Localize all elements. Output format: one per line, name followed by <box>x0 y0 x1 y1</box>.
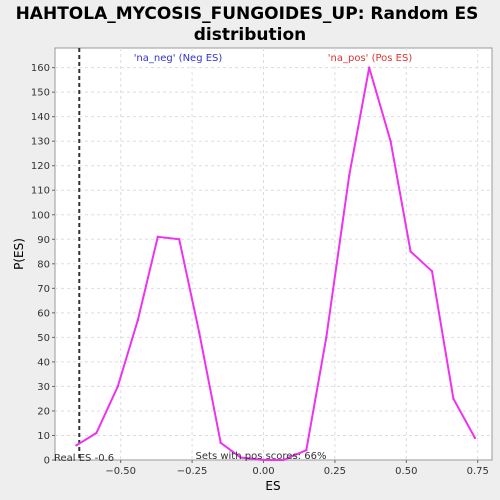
data-point <box>409 250 412 253</box>
data-point <box>116 385 120 388</box>
x-tick-label: 0.75 <box>467 466 489 477</box>
data-point <box>473 436 477 440</box>
y-tick-label: 160 <box>31 63 50 74</box>
real-es-label: Real ES -0.6 <box>54 453 114 464</box>
data-point <box>198 331 201 334</box>
x-axis: −0.50 −0.25 0.00 0.25 0.50 0.75 <box>105 460 489 477</box>
y-tick-label: 110 <box>31 186 50 197</box>
y-tick-label: 140 <box>31 112 50 123</box>
y-axis: 0 10 20 30 40 50 60 70 80 90 100 110 120 130 140 150 160 <box>31 63 55 467</box>
y-tick-label: 100 <box>31 210 50 221</box>
y-tick-label: 50 <box>37 333 50 344</box>
grid-lines <box>55 48 492 460</box>
data-point <box>178 238 181 241</box>
y-tick-label: 150 <box>31 88 50 99</box>
y-tick-label: 60 <box>37 308 50 319</box>
series-line <box>75 67 476 461</box>
data-point <box>95 431 98 435</box>
data-point <box>389 139 392 143</box>
data-point <box>282 458 285 462</box>
data-point <box>325 336 328 339</box>
data-point <box>239 456 242 459</box>
x-tick-label: 0.50 <box>395 466 417 477</box>
x-tick-label: 0.25 <box>324 466 346 477</box>
data-point <box>262 458 265 462</box>
y-tick-label: 120 <box>31 161 50 172</box>
series-points <box>75 66 477 462</box>
y-tick-label: 130 <box>31 137 50 148</box>
x-tick-label: 0.00 <box>252 466 274 477</box>
pos-scores-label: Sets with pos scores: 66% <box>196 451 327 462</box>
data-point <box>452 397 455 400</box>
data-point <box>305 448 308 452</box>
data-point <box>75 444 78 447</box>
data-point <box>367 66 371 69</box>
data-point <box>136 319 140 322</box>
chart-title-line1: HAHTOLA_MYCOSIS_FUNGOIDES_UP: Random ES <box>16 4 479 24</box>
x-tick-label: −0.50 <box>105 466 136 477</box>
chart-title-line2: distribution <box>194 25 306 45</box>
pos-es-label: 'na_pos' (Pos ES) <box>328 53 413 64</box>
y-tick-label: 70 <box>37 284 50 295</box>
y-axis-label: P(ES) <box>12 238 26 270</box>
neg-es-label: 'na_neg' (Neg ES) <box>134 53 223 64</box>
y-tick-label: 30 <box>37 382 50 393</box>
y-tick-label: 0 <box>44 456 50 467</box>
y-tick-label: 40 <box>37 357 50 368</box>
y-tick-label: 10 <box>37 431 50 442</box>
data-point <box>347 174 351 177</box>
y-tick-label: 90 <box>37 235 50 246</box>
y-tick-label: 20 <box>37 406 50 417</box>
x-axis-label: ES <box>265 479 280 493</box>
y-tick-label: 80 <box>37 259 50 270</box>
data-point <box>156 235 160 239</box>
data-point <box>430 269 434 273</box>
data-point <box>219 441 222 445</box>
x-tick-label: −0.25 <box>177 466 208 477</box>
